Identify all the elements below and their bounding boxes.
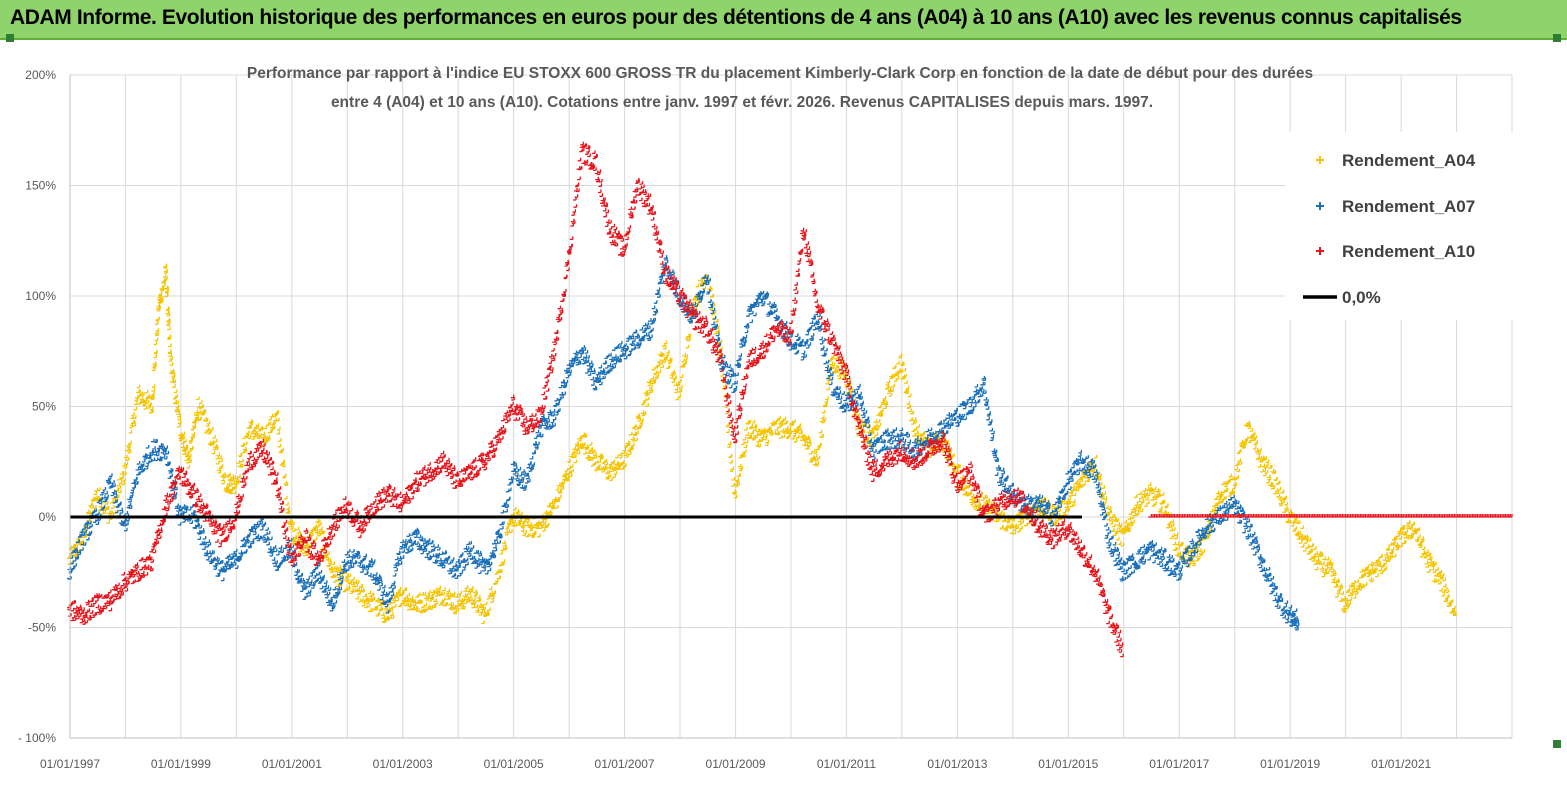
- series-markers: [67, 141, 1124, 658]
- page-title: ADAM Informe. Evolution historique des p…: [10, 6, 1462, 29]
- x-tick-label: 01/01/2019: [1260, 757, 1320, 771]
- x-tick-label: 01/01/2021: [1371, 757, 1431, 771]
- y-tick-label: 100%: [25, 289, 56, 303]
- subtitle-line-1: Performance par rapport à l'indice EU ST…: [247, 65, 1313, 82]
- series-rendement-a04: [67, 263, 1457, 625]
- y-tick-label: - 100%: [18, 731, 56, 745]
- series-rendement-a07: [67, 255, 1300, 631]
- legend-label-zero: 0,0%: [1342, 288, 1381, 307]
- series-markers: [1148, 514, 1513, 518]
- x-tick-label: 01/01/1997: [40, 757, 100, 771]
- x-tick-label: 01/01/2005: [484, 757, 544, 771]
- x-tick-label: 01/01/2017: [1149, 757, 1209, 771]
- x-tick-label: 01/01/1999: [151, 757, 211, 771]
- x-tick-label: 01/01/2015: [1038, 757, 1098, 771]
- legend-label-a10: Rendement_A10: [1342, 242, 1475, 261]
- x-tick-label: 01/01/2011: [817, 757, 876, 771]
- x-tick-label: 01/01/2003: [373, 757, 433, 771]
- y-tick-label: 150%: [25, 179, 56, 193]
- subtitle-line-2: entre 4 (A04) et 10 ans (A10). Cotations…: [331, 94, 1153, 111]
- series-markers: [67, 255, 1300, 631]
- gridlines: [69, 74, 1513, 739]
- plot-border: [69, 75, 1512, 739]
- legend-marker-a07: [1316, 202, 1324, 210]
- legend-label-a07: Rendement_A07: [1342, 197, 1475, 216]
- chart-subtitle: Performance par rapport à l'indice EU ST…: [247, 65, 1313, 111]
- x-axis-ticks: 01/01/1997 01/01/1999 01/01/2001 01/01/2003…: [40, 757, 1432, 771]
- corner-handle: [6, 34, 14, 42]
- title-banner: ADAM Informe. Evolution historique des p…: [0, 0, 1567, 40]
- legend-marker-a10: [1316, 247, 1324, 255]
- x-tick-label: 01/01/2009: [706, 757, 766, 771]
- series-layer: [67, 141, 1513, 658]
- y-tick-label: -50%: [28, 621, 56, 635]
- legend-box: [1285, 132, 1515, 320]
- series-rendement-a10-tail: [1148, 514, 1513, 518]
- y-tick-label: 200%: [25, 68, 56, 82]
- legend-label-a04: Rendement_A04: [1342, 151, 1476, 170]
- x-tick-label: 01/01/2001: [262, 757, 322, 771]
- corner-handle: [1553, 34, 1561, 42]
- series-rendement-a10: [67, 141, 1124, 658]
- x-tick-label: 01/01/2007: [595, 757, 655, 771]
- corner-handle: [1553, 740, 1561, 748]
- x-tick-label: 01/01/2013: [927, 757, 987, 771]
- y-tick-label: 0%: [39, 510, 57, 524]
- legend-marker-a04: [1316, 156, 1324, 164]
- chart-area: - 100%-50%0%50%100%150%200% 01/01/1997 01…: [18, 65, 1515, 771]
- series-markers: [67, 263, 1457, 625]
- y-tick-label: 50%: [32, 400, 56, 414]
- legend: Rendement_A04 Rendement_A07 Rendement_A1…: [1285, 132, 1515, 320]
- y-axis-ticks: - 100% -50% 0% 50% 100% 150% 200%: [18, 68, 56, 745]
